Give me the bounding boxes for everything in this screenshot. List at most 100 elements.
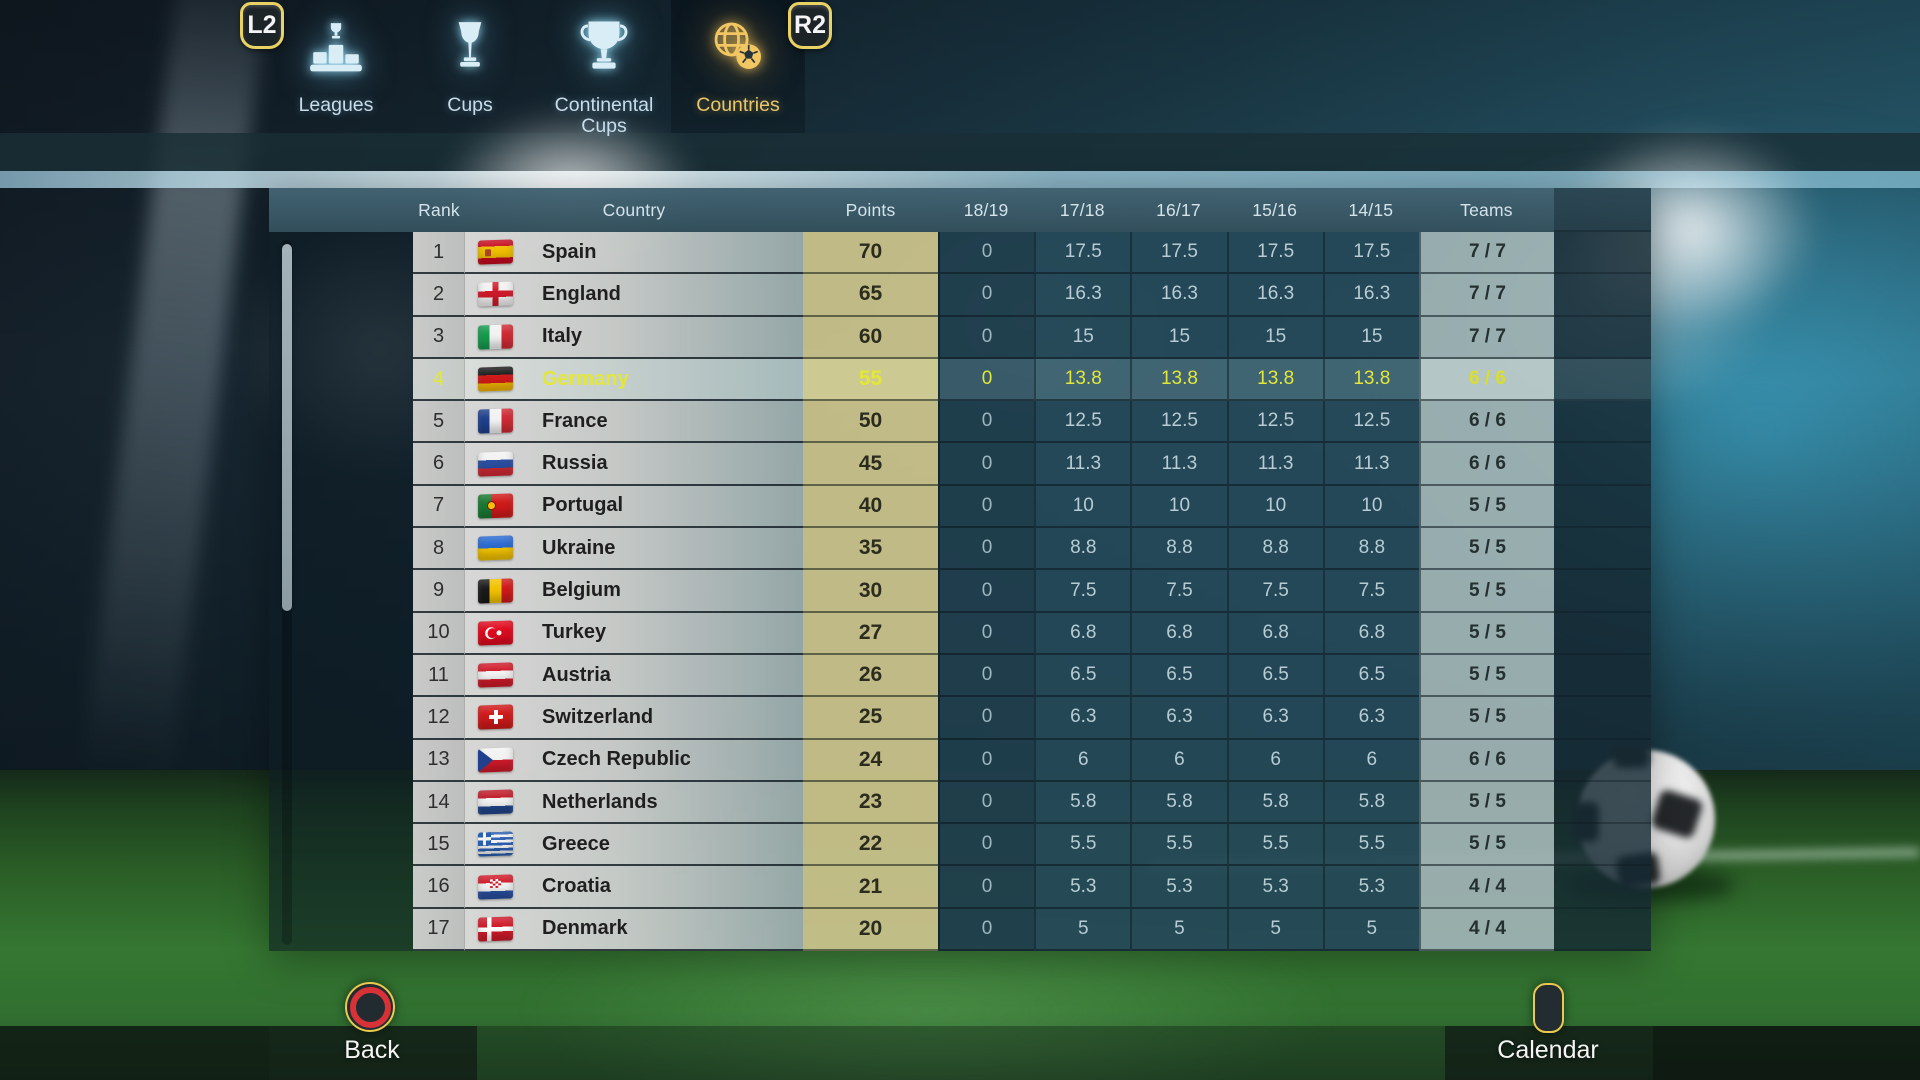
country-cell: Denmark: [465, 908, 803, 952]
season-points-cell: 17.5: [1322, 232, 1419, 275]
points-cell: 55: [803, 358, 938, 402]
season-points-cell: 5.8: [1034, 781, 1131, 825]
table-row[interactable]: 2 England 65 0 16.3 16.3 16.3 16.3 7 / 7: [269, 274, 1651, 317]
teams-cell: 4 / 4: [1418, 866, 1554, 909]
teams-cell: 4 / 4: [1418, 908, 1554, 952]
teams-cell: 6 / 6: [1418, 358, 1554, 402]
season-points-cell: 6.5: [1322, 654, 1419, 698]
season-points-cell: 7.5: [1034, 570, 1131, 613]
russia-flag-icon: [478, 451, 513, 477]
calendar-button-label[interactable]: Calendar: [1497, 1036, 1599, 1064]
country-name: Belgium: [542, 579, 621, 602]
season-points-cell: 6.3: [1322, 697, 1419, 740]
teams-cell: 5 / 5: [1418, 824, 1554, 867]
country-name: Turkey: [542, 621, 607, 644]
table-row[interactable]: 3 Italy 60 0 15 15 15 15 7 / 7: [269, 316, 1651, 359]
netherlands-flag-icon: [478, 789, 513, 815]
country-cell: Turkey: [465, 612, 803, 655]
country-cell: Croatia: [465, 866, 803, 909]
table-row[interactable]: 14 Netherlands 23 0 5.8 5.8 5.8 5.8 5 / 5: [269, 781, 1651, 825]
austria-flag-icon: [478, 662, 513, 688]
table-row[interactable]: 12 Switzerland 25 0 6.3 6.3 6.3 6.3 5 / 5: [269, 697, 1651, 740]
rank-cell: 12: [413, 697, 465, 740]
shoulder-button-l2-badge[interactable]: L2: [240, 2, 284, 49]
season-points-cell: 5.8: [1322, 781, 1419, 825]
table-row[interactable]: 1 Spain 70 0 17.5 17.5 17.5 17.5 7 / 7: [269, 232, 1651, 275]
france-flag-icon: [478, 408, 513, 434]
teams-cell: 7 / 7: [1418, 232, 1554, 275]
country-name: Greece: [542, 832, 610, 855]
season-points-cell: 8.8: [1322, 528, 1419, 571]
scrollbar-thumb[interactable]: [282, 244, 292, 611]
table-row[interactable]: 4 Germany 55 0 13.8 13.8 13.8 13.8 6 / 6: [269, 358, 1651, 402]
switzerland-flag-icon: [478, 704, 513, 731]
points-cell: 35: [803, 528, 938, 571]
season-points-cell: 5: [1130, 908, 1227, 952]
season-points-cell: 16.3: [1226, 274, 1323, 317]
country-name: Ukraine: [542, 536, 616, 559]
continental-trophy-icon: [537, 7, 671, 87]
season-points-cell: 12.5: [1322, 401, 1419, 444]
tab-leagues[interactable]: Leagues: [269, 0, 403, 133]
table-row[interactable]: 11 Austria 26 0 6.5 6.5 6.5 6.5 5 / 5: [269, 654, 1651, 698]
country-table-body: 1 Spain 70 0 17.5 17.5 17.5 17.5 7 / 7 2 England 65…: [269, 232, 1651, 952]
season-points-cell: 0: [938, 697, 1035, 740]
season-points-cell: 5.5: [1322, 824, 1419, 867]
tab-label: Cups: [447, 94, 493, 116]
season-points-cell: 0: [938, 232, 1035, 275]
points-cell: 22: [803, 824, 938, 867]
country-cell: Belgium: [465, 570, 803, 613]
country-name: Croatia: [542, 875, 611, 898]
tab-countries[interactable]: Countries: [671, 0, 805, 133]
table-row[interactable]: 6 Russia 45 0 11.3 11.3 11.3 11.3 6 / 6: [269, 443, 1651, 486]
season-points-cell: 12.5: [1130, 401, 1227, 444]
season-points-cell: 6.8: [1322, 612, 1419, 655]
table-row[interactable]: 13 Czech Republic 24 0 6 6 6 6 6 / 6: [269, 739, 1651, 782]
tab-continental-cups[interactable]: Continental Cups: [537, 0, 671, 137]
bottom-bar-segment: [1445, 1026, 1653, 1080]
spain-flag-icon: [478, 239, 513, 265]
back-button-circle-icon[interactable]: [345, 982, 395, 1032]
table-row[interactable]: 7 Portugal 40 0 10 10 10 10 5 / 5: [269, 485, 1651, 529]
country-cell: Italy: [465, 316, 803, 359]
teams-cell: 5 / 5: [1418, 697, 1554, 740]
season-points-cell: 13.8: [1322, 358, 1419, 402]
calendar-touchpad-icon[interactable]: [1533, 983, 1564, 1033]
season-points-cell: 0: [938, 528, 1035, 571]
points-cell: 30: [803, 570, 938, 613]
back-button-label[interactable]: Back: [344, 1036, 400, 1064]
season-points-cell: 0: [938, 485, 1035, 529]
shoulder-button-r2-badge[interactable]: R2: [788, 2, 832, 49]
table-row[interactable]: 15 Greece 22 0 5.5 5.5 5.5 5.5 5 / 5: [269, 824, 1651, 867]
season-points-cell: 0: [938, 908, 1035, 952]
points-cell: 50: [803, 401, 938, 444]
teams-cell: 5 / 5: [1418, 570, 1554, 613]
column-header-country: Country: [602, 199, 666, 220]
points-cell: 40: [803, 485, 938, 529]
country-cell: Switzerland: [465, 697, 803, 740]
table-row[interactable]: 8 Ukraine 35 0 8.8 8.8 8.8 8.8 5 / 5: [269, 528, 1651, 571]
table-row[interactable]: 17 Denmark 20 0 5 5 5 5 4 / 4: [269, 908, 1651, 952]
country-cell: Greece: [465, 824, 803, 867]
table-row[interactable]: 16 Croatia 21 0 5.3 5.3 5.3 5.3 4 / 4: [269, 866, 1651, 909]
season-points-cell: 5.8: [1226, 781, 1323, 825]
points-cell: 24: [803, 739, 938, 782]
table-row[interactable]: 10 Turkey 27 0 6.8 6.8 6.8 6.8 5 / 5: [269, 612, 1651, 655]
season-points-cell: 17.5: [1034, 232, 1131, 275]
season-points-cell: 6.5: [1226, 654, 1323, 698]
season-points-cell: 0: [938, 274, 1035, 317]
table-row[interactable]: 5 France 50 0 12.5 12.5 12.5 12.5 6 / 6: [269, 401, 1651, 444]
country-name: Denmark: [542, 917, 628, 940]
rank-cell: 16: [413, 866, 465, 909]
season-points-cell: 13.8: [1034, 358, 1131, 402]
season-points-cell: 0: [938, 739, 1035, 782]
season-points-cell: 8.8: [1130, 528, 1227, 571]
season-points-cell: 0: [938, 570, 1035, 613]
tab-cups[interactable]: Cups: [403, 0, 537, 133]
season-points-cell: 0: [938, 401, 1035, 444]
season-points-cell: 0: [938, 612, 1035, 655]
table-row[interactable]: 9 Belgium 30 0 7.5 7.5 7.5 7.5 5 / 5: [269, 570, 1651, 613]
country-cell: Spain: [465, 232, 803, 275]
england-flag-icon: [478, 281, 513, 308]
rank-cell: 13: [413, 739, 465, 782]
